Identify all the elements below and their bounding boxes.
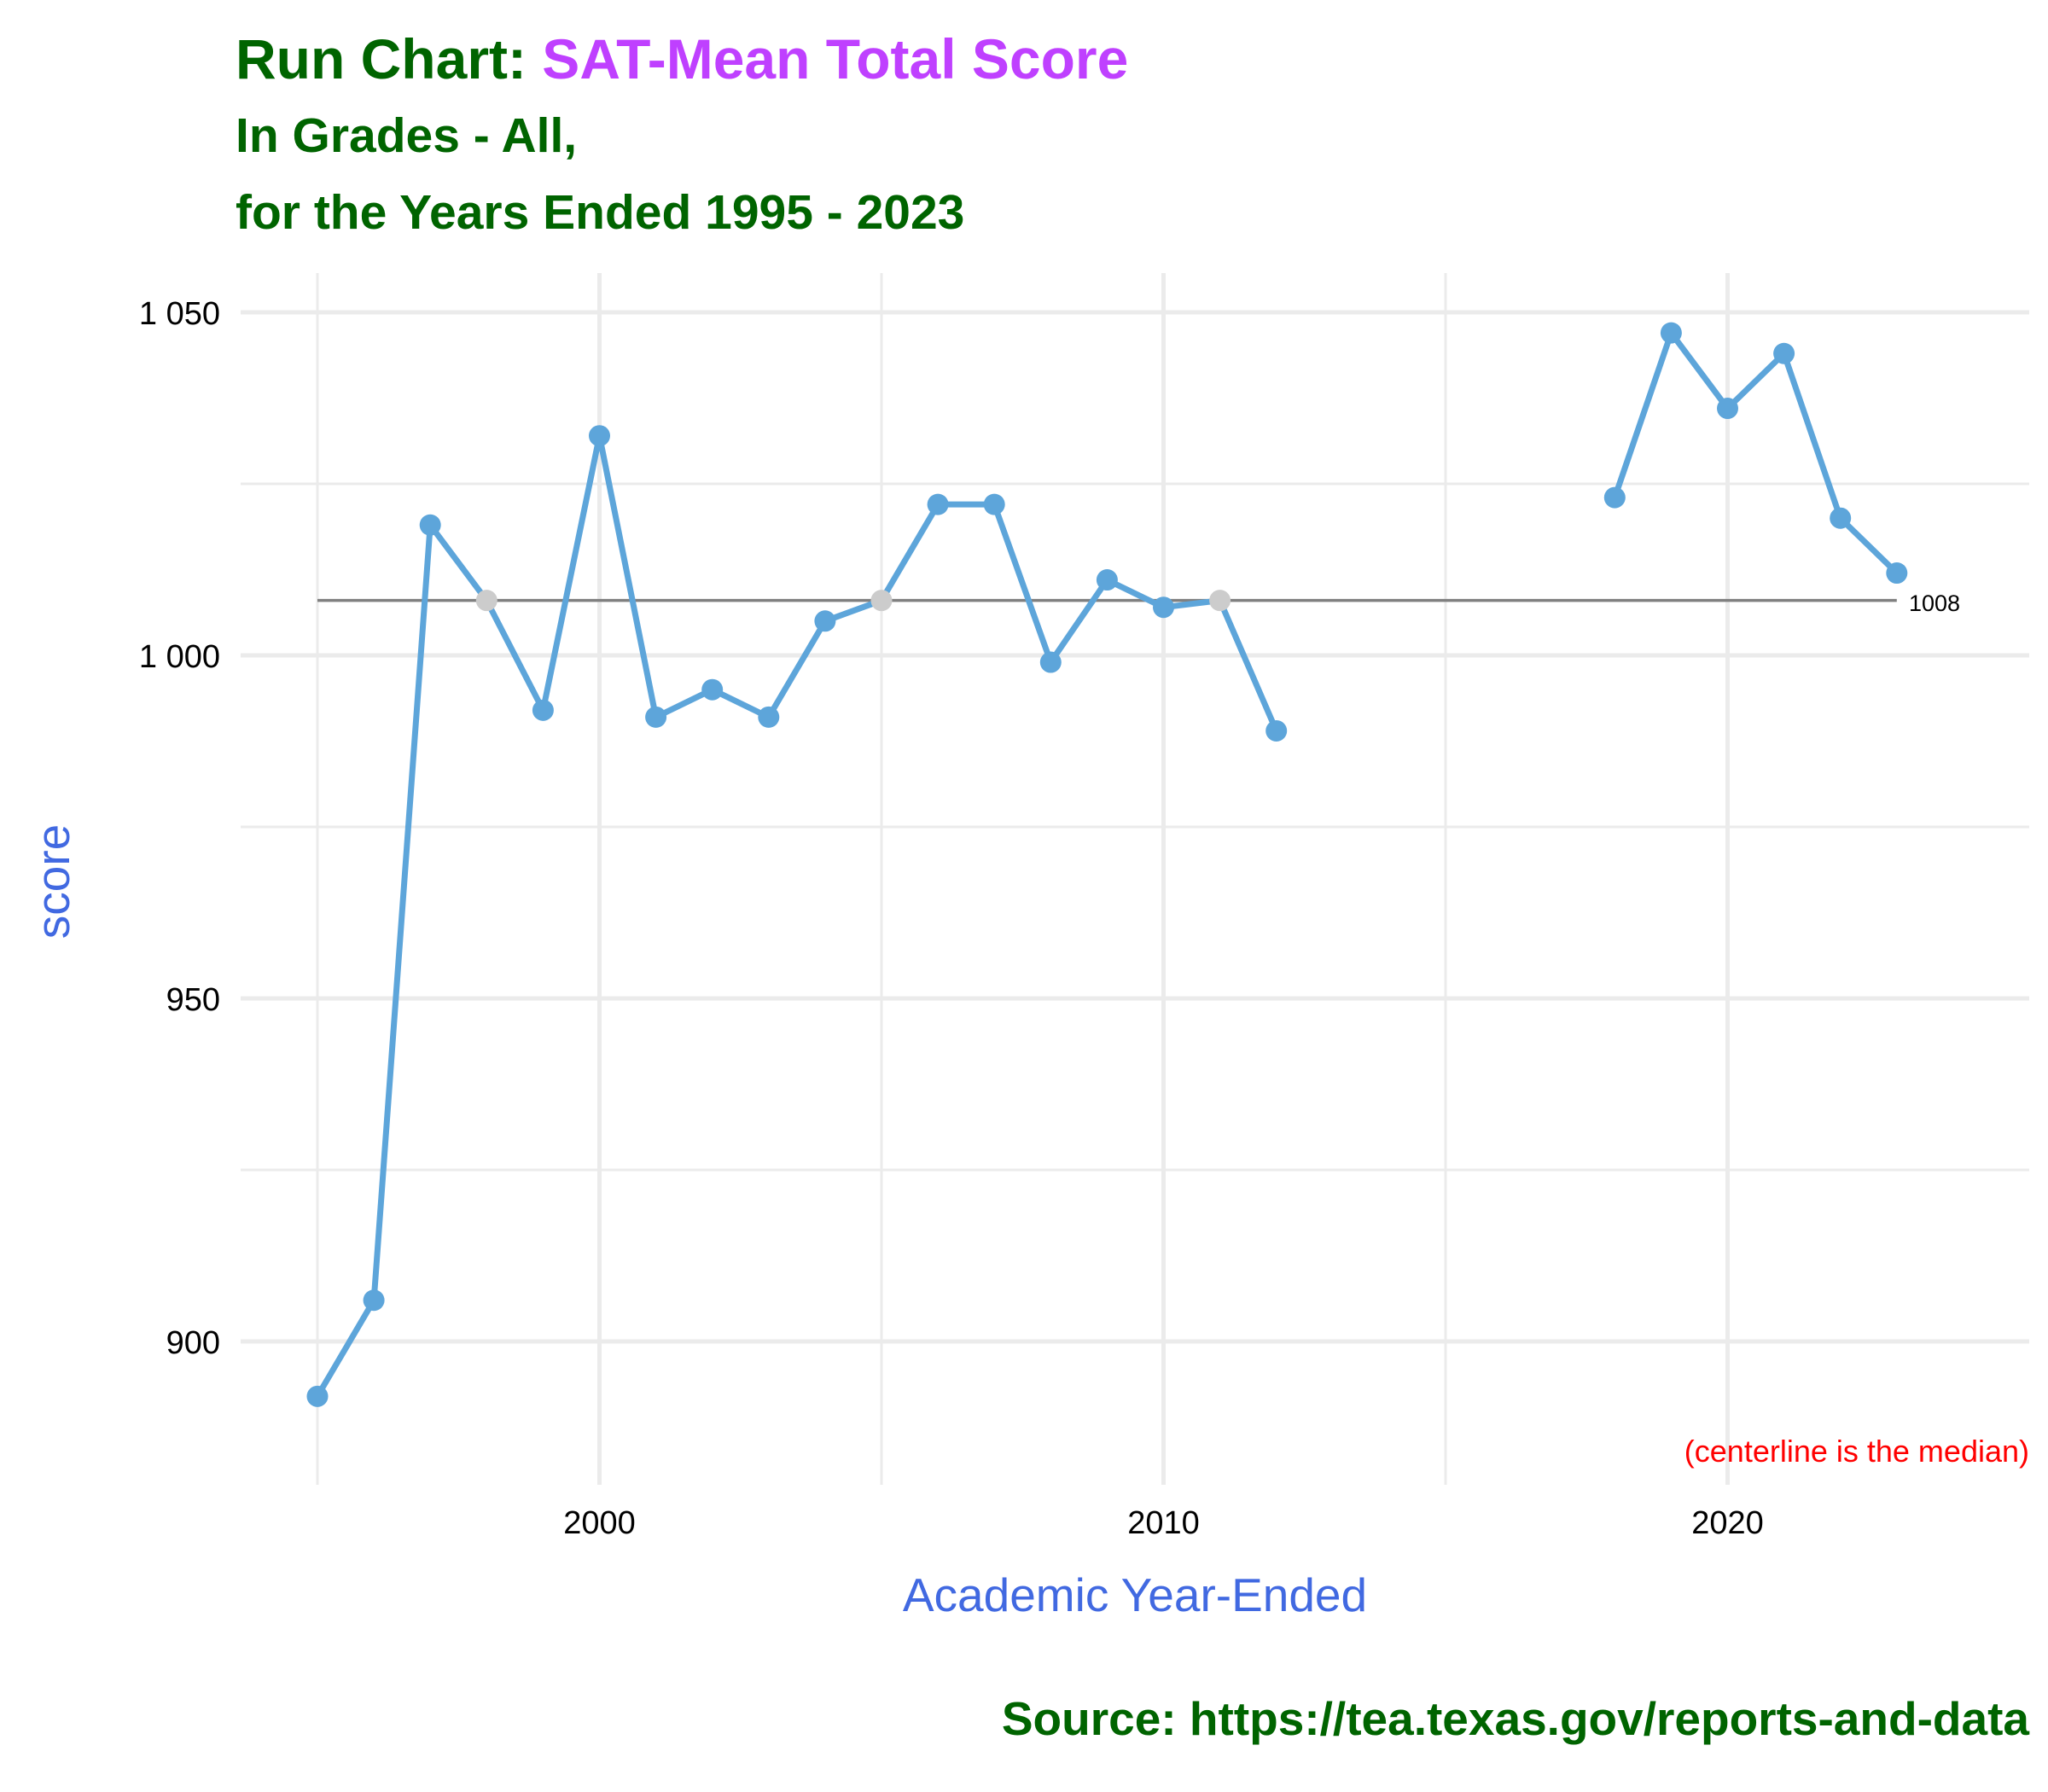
y-tick-label: 1 000 bbox=[139, 639, 220, 675]
chart-title: Run Chart: SAT-Mean Total Score bbox=[236, 27, 1128, 90]
data-point bbox=[1660, 322, 1682, 344]
data-point-on-median bbox=[870, 590, 893, 612]
series-line-segment bbox=[314, 433, 1280, 1399]
axis-ticks: 900 950 1 000 1 050 2000 2010 2020 bbox=[139, 296, 1764, 1541]
median-note: (centerline is the median) bbox=[1684, 1434, 2029, 1469]
data-point bbox=[1096, 569, 1118, 591]
data-point bbox=[419, 514, 441, 536]
chart-title-prefix: Run Chart: bbox=[236, 27, 542, 90]
series-line-segment bbox=[1611, 329, 1900, 576]
data-point bbox=[1039, 651, 1062, 673]
data-point bbox=[589, 425, 610, 447]
chart-subtitle-line2: for the Years Ended 1995 - 2023 bbox=[236, 185, 964, 240]
data-point-on-median bbox=[475, 590, 497, 612]
data-point-on-median bbox=[1209, 590, 1231, 612]
y-tick-label: 1 050 bbox=[139, 296, 220, 332]
data-point bbox=[306, 1385, 329, 1407]
data-point bbox=[645, 706, 667, 728]
data-point bbox=[1886, 562, 1908, 585]
source-caption: Source: https://tea.texas.gov/reports-an… bbox=[1002, 1692, 2030, 1745]
median-value-label: 1008 bbox=[1909, 591, 1960, 616]
y-tick-label: 950 bbox=[166, 982, 220, 1018]
series-lines bbox=[314, 329, 1900, 1399]
x-tick-label: 2000 bbox=[563, 1505, 636, 1541]
chart-subtitle-line1: In Grades - All, bbox=[236, 108, 577, 163]
y-tick-label: 900 bbox=[166, 1325, 220, 1361]
data-point bbox=[363, 1289, 385, 1312]
data-point bbox=[983, 493, 1005, 515]
data-point bbox=[927, 493, 949, 515]
data-point bbox=[814, 610, 836, 632]
y-axis-title: score bbox=[26, 824, 79, 940]
series-points bbox=[306, 322, 1908, 1407]
x-tick-label: 2020 bbox=[1691, 1505, 1764, 1541]
data-point bbox=[1830, 507, 1852, 529]
data-point bbox=[1603, 486, 1626, 509]
data-point bbox=[1265, 719, 1288, 742]
data-point bbox=[1717, 398, 1738, 420]
grid-lines bbox=[241, 273, 2029, 1485]
data-point bbox=[532, 699, 554, 721]
data-point bbox=[1153, 596, 1174, 619]
x-axis-title: Academic Year-Ended bbox=[903, 1568, 1367, 1621]
data-point bbox=[701, 678, 724, 701]
chart-title-highlight: SAT-Mean Total Score bbox=[542, 27, 1128, 90]
data-point bbox=[758, 706, 780, 728]
x-tick-label: 2010 bbox=[1127, 1505, 1200, 1541]
data-point bbox=[1773, 342, 1795, 364]
